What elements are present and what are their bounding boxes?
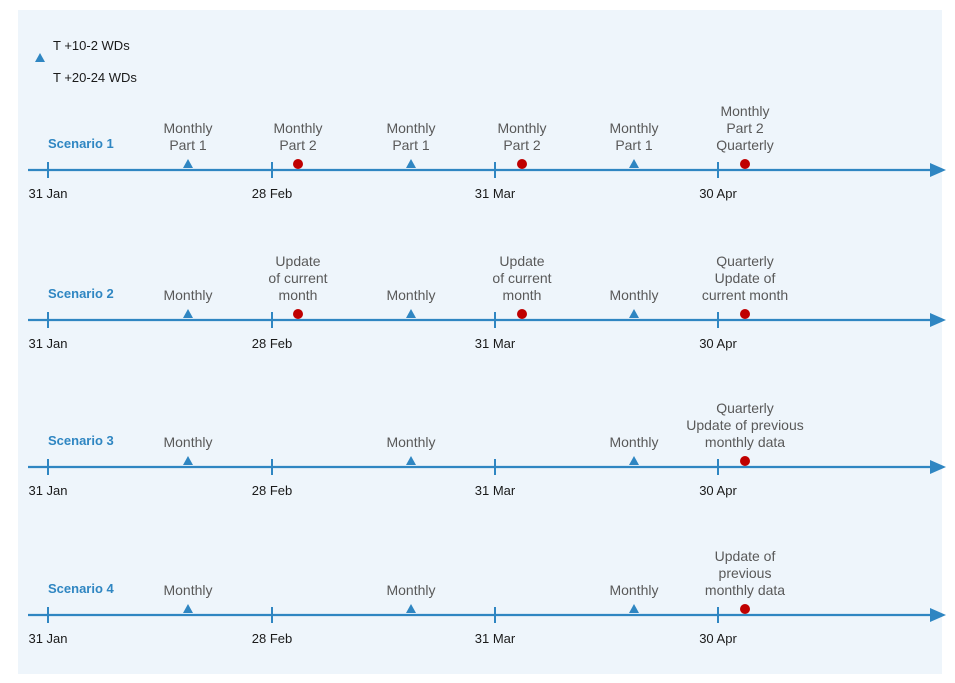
- scenario-label: Scenario 3: [48, 433, 114, 448]
- event-annotation: Monthly: [163, 120, 212, 136]
- date-label: 28 Feb: [252, 483, 292, 498]
- triangle-icon: [629, 604, 639, 613]
- event-annotation: of current: [492, 270, 551, 286]
- event-annotation: monthly data: [705, 434, 785, 450]
- date-label: 31 Mar: [475, 336, 516, 351]
- event-annotation: Monthly: [163, 582, 212, 598]
- event-annotation: Part 2: [726, 120, 764, 136]
- date-label: 31 Mar: [475, 631, 516, 646]
- event-annotation: Monthly: [720, 103, 769, 119]
- triangle-icon: [183, 309, 193, 318]
- date-label: 30 Apr: [699, 483, 737, 498]
- event-annotation: Quarterly: [716, 400, 774, 416]
- date-label: 31 Mar: [475, 186, 516, 201]
- event-annotation: Monthly: [386, 582, 435, 598]
- triangle-icon: [406, 456, 416, 465]
- legend-label: T +20-24 WDs: [53, 69, 137, 85]
- date-label: 30 Apr: [699, 186, 737, 201]
- event-annotation: Monthly: [609, 434, 658, 450]
- event-annotation: Update of previous: [686, 417, 804, 433]
- triangle-icon: [629, 159, 639, 168]
- circle-icon: [293, 159, 303, 169]
- event-annotation: Monthly: [273, 120, 322, 136]
- date-label: 28 Feb: [252, 336, 292, 351]
- circle-icon: [293, 309, 303, 319]
- diagram-background: [18, 10, 942, 674]
- legend-label: T +10-2 WDs: [53, 37, 130, 53]
- arrow-icon: [930, 163, 946, 177]
- event-annotation: Update of: [715, 548, 776, 564]
- event-annotation: Monthly: [386, 120, 435, 136]
- date-label: 30 Apr: [699, 631, 737, 646]
- event-annotation: Monthly: [609, 582, 658, 598]
- date-label: 28 Feb: [252, 186, 292, 201]
- legend: T +10-2 WDs T +20-24 WDs: [33, 36, 137, 100]
- event-annotation: month: [503, 287, 542, 303]
- date-label: 31 Mar: [475, 483, 516, 498]
- scenario-label: Scenario 2: [48, 286, 114, 301]
- event-annotation: of current: [268, 270, 327, 286]
- legend-item-triangle: T +10-2 WDs: [33, 36, 137, 62]
- date-label: 31 Jan: [28, 631, 67, 646]
- event-annotation: Part 1: [392, 137, 430, 153]
- event-annotation: Monthly: [386, 287, 435, 303]
- triangle-icon: [183, 604, 193, 613]
- event-annotation: Monthly: [163, 434, 212, 450]
- triangle-icon: [406, 159, 416, 168]
- arrow-icon: [930, 313, 946, 327]
- event-annotation: Update of: [715, 270, 776, 286]
- date-label: 31 Jan: [28, 336, 67, 351]
- event-annotation: Update: [499, 253, 544, 269]
- arrow-icon: [930, 460, 946, 474]
- scenario-label: Scenario 4: [48, 581, 115, 596]
- date-label: 28 Feb: [252, 631, 292, 646]
- arrow-icon: [930, 608, 946, 622]
- legend-item-circle: T +20-24 WDs: [33, 68, 137, 86]
- triangle-icon: [629, 456, 639, 465]
- circle-icon: [517, 309, 527, 319]
- triangle-icon: [183, 456, 193, 465]
- event-annotation: Part 2: [503, 137, 541, 153]
- event-annotation: Quarterly: [716, 137, 774, 153]
- event-annotation: previous: [719, 565, 772, 581]
- date-label: 31 Jan: [28, 483, 67, 498]
- event-annotation: Update: [275, 253, 320, 269]
- triangle-icon: [183, 159, 193, 168]
- event-annotation: Part 2: [279, 137, 317, 153]
- event-annotation: Monthly: [163, 287, 212, 303]
- event-annotation: month: [279, 287, 318, 303]
- date-label: 31 Jan: [28, 186, 67, 201]
- event-annotation: Quarterly: [716, 253, 774, 269]
- triangle-icon: [629, 309, 639, 318]
- circle-icon: [517, 159, 527, 169]
- event-annotation: Monthly: [497, 120, 546, 136]
- triangle-icon: [406, 604, 416, 613]
- date-label: 30 Apr: [699, 336, 737, 351]
- circle-icon: [740, 159, 750, 169]
- event-annotation: Monthly: [386, 434, 435, 450]
- event-annotation: Part 1: [615, 137, 653, 153]
- circle-icon: [740, 456, 750, 466]
- event-annotation: monthly data: [705, 582, 785, 598]
- triangle-icon: [406, 309, 416, 318]
- circle-icon: [740, 309, 750, 319]
- scenario-label: Scenario 1: [48, 136, 114, 151]
- circle-icon: [740, 604, 750, 614]
- event-annotation: Monthly: [609, 120, 658, 136]
- event-annotation: Monthly: [609, 287, 658, 303]
- event-annotation: current month: [702, 287, 788, 303]
- event-annotation: Part 1: [169, 137, 207, 153]
